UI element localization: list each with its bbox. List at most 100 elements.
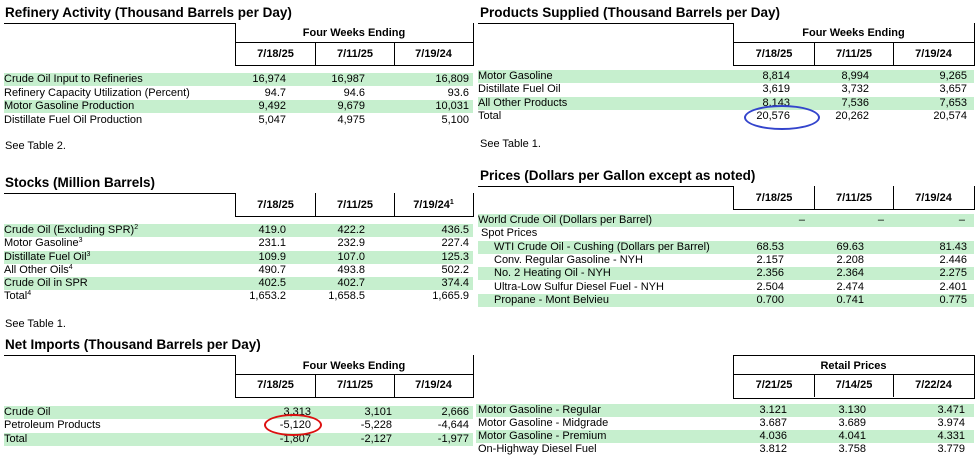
retail-col-header: 7/21/25: [755, 379, 793, 391]
table-row: All Other Oils4 490.7 493.8 502.2: [4, 264, 473, 277]
refinery-header-box: [235, 23, 474, 66]
row-label: Crude Oil: [4, 406, 51, 418]
table-row: Total 20,576 20,262 20,574: [478, 110, 974, 123]
footnote-marker: 3: [78, 237, 83, 244]
cell-value: 3,619: [762, 83, 790, 95]
cell-value: 436.5: [441, 224, 469, 236]
prices-col-header: 7/19/24: [915, 192, 952, 204]
cell-value: 5,047: [258, 114, 286, 126]
prices-title-rule: [478, 186, 975, 187]
cell-value: 125.3: [441, 251, 469, 263]
cell-value: 7,536: [841, 97, 869, 109]
cell-value: 1,665.9: [432, 290, 469, 302]
cell-value: -5,228: [360, 419, 392, 431]
blue-highlight-circle: [744, 105, 820, 130]
products-supplied-header-box: [733, 23, 975, 66]
table-row: Distillate Fuel Oil3 109.9 107.0 125.3: [4, 251, 473, 264]
row-label-text: All Other Oils: [4, 264, 69, 276]
footnote-marker: 3: [86, 251, 91, 258]
cell-value: 3,732: [841, 83, 869, 95]
row-label-text: Distillate Fuel Oil: [4, 251, 87, 263]
cell-value: 3.471: [937, 404, 965, 416]
cell-value: 3.779: [937, 443, 965, 455]
cell-value: 3,657: [939, 83, 967, 95]
cell-value: –: [877, 214, 884, 226]
row-label: Motor Gasoline Production: [4, 100, 135, 112]
refinery-group-header: Four Weeks Ending: [302, 27, 406, 39]
net-imports-col-divider: [394, 374, 395, 397]
row-label: Distillate Fuel Oil3: [4, 251, 90, 264]
cell-value: 9,679: [337, 100, 365, 112]
cell-value: 4.036: [759, 430, 787, 442]
table-row: Spot Prices: [478, 227, 974, 240]
retail-col-header: 7/22/24: [915, 379, 952, 391]
net-imports-col-header: 7/18/25: [257, 379, 294, 391]
row-label: Petroleum Products: [4, 419, 101, 431]
net-imports-col-header: 7/19/24: [415, 379, 452, 391]
net-imports-col-header: 7/11/25: [336, 379, 374, 391]
refinery-header-divider: [235, 42, 473, 43]
row-label: All Other Oils4: [4, 264, 73, 277]
row-label: Crude Oil Input to Refineries: [4, 73, 143, 85]
cell-value: 16,987: [331, 73, 365, 85]
cell-value: 68.53: [756, 241, 784, 253]
cell-value: 4,975: [337, 114, 365, 126]
table-row: Conv. Regular Gasoline - NYH 2.157 2.208…: [478, 254, 974, 267]
row-label-text: Crude Oil (Excluding SPR): [4, 224, 135, 236]
products-supplied-col-header: 7/19/24: [915, 48, 952, 60]
net-imports-title: Net Imports (Thousand Barrels per Day): [5, 337, 261, 352]
stocks-title: Stocks (Million Barrels): [5, 175, 156, 190]
row-label: Total4: [4, 290, 31, 303]
products-supplied-col-divider: [893, 42, 894, 65]
cell-value: 231.1: [258, 237, 286, 249]
cell-value: 493.8: [337, 264, 365, 276]
table-row: WTI Crude Oil - Cushing (Dollars per Bar…: [478, 241, 974, 254]
row-label: Conv. Regular Gasoline - NYH: [494, 254, 643, 266]
prices-header-box: [733, 186, 975, 210]
table-row: World Crude Oil (Dollars per Barrel) – –…: [478, 214, 974, 227]
cell-value: 69.63: [836, 241, 864, 253]
cell-value: 227.4: [441, 237, 469, 249]
red-highlight-circle: [264, 414, 322, 436]
cell-value: 9,265: [939, 70, 967, 82]
table-row: Crude Oil Input to Refineries 16,974 16,…: [4, 73, 473, 86]
refinery-col-divider: [394, 42, 395, 65]
cell-value: -4,644: [437, 419, 469, 431]
footnote-marker: 4: [68, 264, 73, 271]
cell-value: 2.474: [836, 281, 864, 293]
row-label: Ultra-Low Sulfur Diesel Fuel - NYH: [494, 281, 664, 293]
products-supplied-group-header: Four Weeks Ending: [802, 27, 905, 39]
cell-value: 81.43: [939, 241, 967, 253]
stocks-col-divider: [315, 193, 316, 216]
row-label: Distillate Fuel Oil Production: [4, 114, 143, 126]
products-supplied-col-divider: [814, 42, 815, 65]
retail-header-box: [733, 355, 975, 399]
cell-value: 3.812: [759, 443, 787, 455]
row-label-text: Motor Gasoline: [4, 237, 79, 249]
net-imports-header-box: [235, 355, 474, 398]
cell-value: 2.275: [939, 267, 967, 279]
row-label-text: Crude Oil in SPR: [4, 277, 88, 289]
cell-value: 3,101: [364, 406, 392, 418]
cell-value: 0.741: [836, 294, 864, 306]
table-row: Total4 1,653.2 1,658.5 1,665.9: [4, 290, 473, 303]
prices-col-header: 7/18/25: [755, 192, 793, 204]
row-label: Distillate Fuel Oil: [478, 83, 561, 95]
cell-value: 9,492: [258, 100, 286, 112]
prices-col-divider: [893, 186, 894, 209]
cell-value: 5,100: [441, 114, 469, 126]
row-label: Total: [4, 433, 28, 445]
table-row: Crude Oil 3,313 3,101 2,666: [4, 406, 473, 419]
cell-value: 2.208: [836, 254, 864, 266]
table-row: Propane - Mont Belvieu 0.700 0.741 0.775: [478, 294, 974, 307]
table-row: Distillate Fuel Oil Production 5,047 4,9…: [4, 114, 473, 127]
table-row: Ultra-Low Sulfur Diesel Fuel - NYH 2.504…: [478, 281, 974, 294]
retail-col-header: 7/14/25: [835, 379, 873, 391]
net-imports-group-header: Four Weeks Ending: [302, 360, 406, 372]
cell-value: 94.7: [264, 87, 286, 99]
cell-value: 490.7: [258, 264, 286, 276]
cell-value: 20,262: [835, 110, 869, 122]
row-label: Crude Oil (Excluding SPR)2: [4, 224, 138, 237]
cell-value: 2.504: [756, 281, 784, 293]
cell-value: -2,127: [360, 433, 392, 445]
